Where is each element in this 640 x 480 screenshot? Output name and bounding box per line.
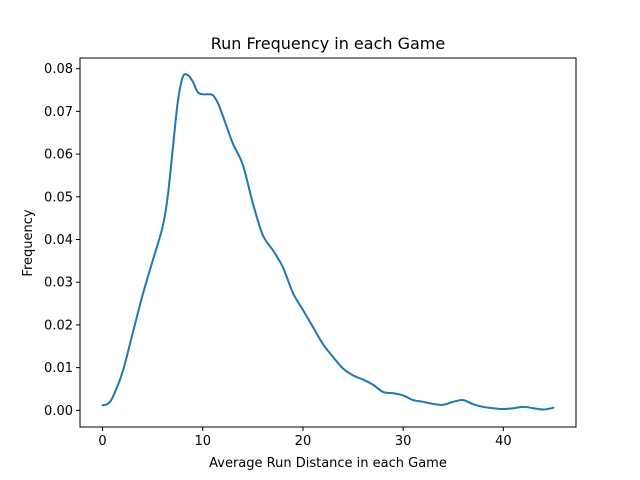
x-tick-label: 0 bbox=[98, 434, 106, 449]
y-tick-label: 0.07 bbox=[44, 105, 73, 120]
x-tick-label: 30 bbox=[395, 434, 412, 449]
chart-title: Run Frequency in each Game bbox=[211, 34, 445, 53]
x-tick-label: 40 bbox=[495, 434, 512, 449]
x-tick-label: 10 bbox=[194, 434, 211, 449]
x-axis-label: Average Run Distance in each Game bbox=[209, 456, 447, 471]
density-line bbox=[101, 73, 555, 411]
y-tick-label: 0.06 bbox=[44, 148, 73, 163]
y-tick-label: 0.03 bbox=[44, 276, 73, 291]
y-axis-label: Frequency bbox=[21, 209, 36, 276]
y-tick-label: 0.08 bbox=[44, 62, 73, 77]
axes-frame bbox=[79, 57, 577, 428]
x-tick-label: 20 bbox=[295, 434, 312, 449]
y-tick-label: 0.00 bbox=[44, 404, 73, 419]
y-tick-label: 0.02 bbox=[44, 318, 73, 333]
plot-area: 0 10 20 30 40 0.00 0.01 0.02 0.03 0.04 0.05 0.06 0.0… bbox=[44, 62, 555, 449]
y-tick-label: 0.04 bbox=[44, 233, 73, 248]
y-tick-label: 0.01 bbox=[44, 361, 73, 376]
y-tick-label: 0.05 bbox=[44, 190, 73, 205]
